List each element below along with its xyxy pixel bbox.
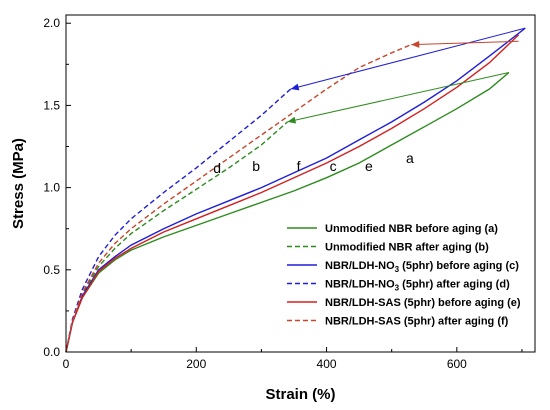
series-line-1 (65, 121, 288, 353)
legend-label-text: NBR/LDH-SAS (5phr) before aging (e) (325, 297, 521, 309)
legend-label-text: (5phr) before aging (c) (399, 260, 519, 272)
y-tick-label: 1.0 (43, 181, 60, 195)
curve-label-f: f (297, 158, 301, 174)
legend-label-text: NBR/LDH-SAS (5phr) after aging (f) (325, 316, 509, 328)
y-axis-title: Stress (MPa) (10, 138, 27, 229)
series-line-2 (65, 27, 526, 353)
curve-label-e: e (365, 158, 373, 174)
x-tick-label: 400 (317, 357, 337, 371)
legend-label-text: NBR/LDH-NO (325, 260, 395, 272)
aging-arrow-1 (287, 72, 510, 123)
legend-label-text: (5phr) after aging (d) (399, 279, 510, 291)
legend-label-1: Unmodified NBR after aging (b) (325, 242, 489, 254)
y-tick-label: 0.5 (43, 263, 60, 277)
legend-label-2: NBR/LDH-NO3 (5phr) before aging (c) (325, 260, 519, 274)
legend: Unmodified NBR before aging (a) Unmodifie… (287, 223, 521, 328)
aging-arrows (287, 27, 526, 124)
aging-arrowhead-2 (411, 40, 420, 48)
y-tick-label: 2.0 (43, 16, 60, 30)
series-line-5 (65, 43, 412, 353)
x-axis-ticks: 0 200 400 600 (63, 347, 523, 371)
curve-label-a: a (406, 150, 414, 166)
series-line-4 (65, 34, 520, 353)
legend-label-3: NBR/LDH-NO3 (5phr) after aging (d) (325, 279, 510, 293)
curve-label-c: c (330, 158, 337, 174)
legend-label-subscript: 3 (395, 284, 400, 293)
legend-label-5: NBR/LDH-SAS (5phr) after aging (f) (325, 316, 509, 328)
y-tick-label: 0.0 (43, 345, 60, 359)
aging-arrow-0 (290, 27, 526, 90)
x-tick-label: 200 (186, 357, 206, 371)
y-axis-ticks: 0.0 0.5 1.0 1.5 2.0 (43, 16, 71, 359)
curve-label-d: d (213, 160, 221, 176)
series-lines (65, 27, 526, 353)
series-line-0 (65, 71, 510, 353)
curve-label-b: b (252, 158, 260, 174)
aging-arrowhead-0 (290, 83, 300, 91)
x-tick-label: 600 (447, 357, 467, 371)
legend-label-text: Unmodified NBR after aging (b) (325, 242, 489, 254)
series-line-3 (65, 88, 292, 353)
curve-letter-labels: d b f c ea (213, 150, 414, 176)
legend-label-text: NBR/LDH-NO (325, 279, 395, 291)
plot-frame (65, 14, 536, 353)
aging-arrowhead-1 (287, 116, 297, 124)
y-tick-label: 1.5 (43, 98, 60, 112)
x-tick-label: 0 (63, 357, 70, 371)
aging-arrow-2 (411, 40, 519, 46)
legend-label-subscript: 3 (395, 265, 400, 274)
legend-label-text: Unmodified NBR before aging (a) (325, 223, 498, 235)
legend-label-0: Unmodified NBR before aging (a) (325, 223, 498, 235)
x-axis-title: Strain (%) (265, 386, 335, 403)
legend-label-4: NBR/LDH-SAS (5phr) before aging (e) (325, 297, 521, 309)
